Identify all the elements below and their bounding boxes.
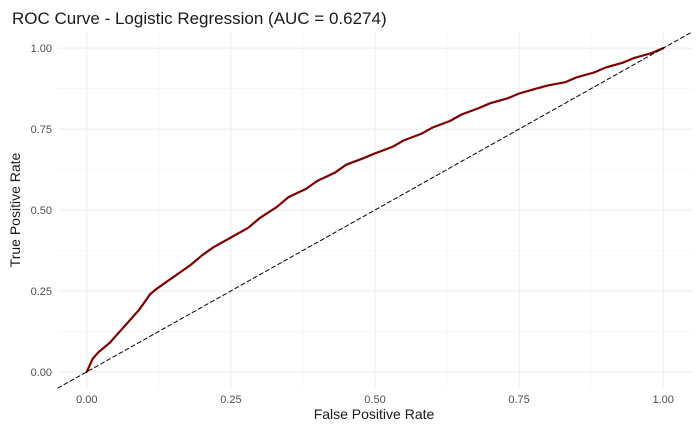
chart-title: ROC Curve - Logistic Regression (AUC = 0… [12, 9, 387, 28]
x-tick-label: 0.75 [508, 394, 529, 406]
roc-curve-line [85, 47, 665, 373]
x-tick-label: 1.00 [652, 394, 673, 406]
y-axis-title: True Positive Rate [7, 152, 23, 267]
plot-series [57, 31, 693, 389]
y-tick-label: 1.00 [31, 43, 52, 55]
x-axis-ticks: 0.00 0.25 0.50 0.75 1.00 [76, 394, 674, 406]
y-tick-label: 0.75 [31, 124, 52, 136]
y-axis-ticks: 0.00 0.25 0.50 0.75 1.00 [31, 43, 52, 379]
x-tick-label: 0.00 [76, 394, 97, 406]
x-axis-title: False Positive Rate [314, 406, 435, 422]
y-tick-label: 0.25 [31, 286, 52, 298]
x-tick-label: 0.25 [220, 394, 241, 406]
plot-grid [58, 32, 692, 388]
y-tick-label: 0.00 [31, 367, 52, 379]
x-tick-label: 0.50 [364, 394, 385, 406]
chance-diagonal-line [57, 31, 693, 389]
y-tick-label: 0.50 [31, 205, 52, 217]
